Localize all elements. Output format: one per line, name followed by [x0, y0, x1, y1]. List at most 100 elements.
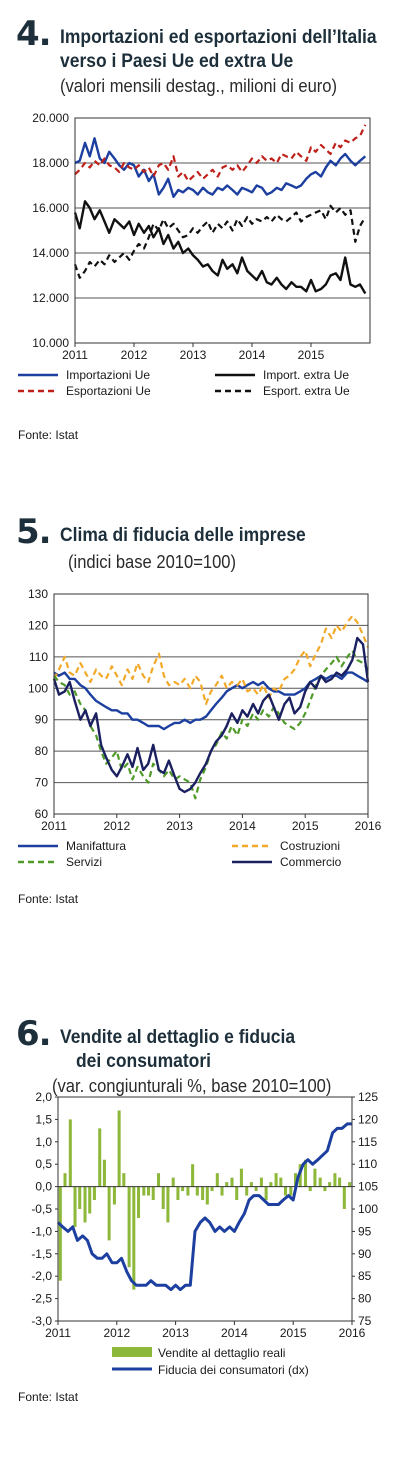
- chart-panel-imports-exports: 4. Importazioni ed esportazioni dell’Ita…: [0, 0, 400, 442]
- retail-bar: [264, 1186, 268, 1201]
- retail-bar: [137, 1186, 141, 1218]
- series-line-2: [53, 649, 369, 800]
- retail-bar: [132, 1186, 136, 1290]
- legend-label: Esport. extra Ue: [263, 384, 350, 398]
- retail-bar: [98, 1128, 102, 1187]
- retail-bar: [254, 1186, 258, 1192]
- retail-bar: [279, 1177, 283, 1187]
- retail-bar: [92, 1186, 96, 1201]
- retail-bar: [308, 1186, 312, 1192]
- retail-bar: [323, 1186, 327, 1192]
- legend-label: Servizi: [66, 855, 102, 869]
- chart-title-line2: verso i Paesi Ue ed extra Ue: [60, 51, 294, 72]
- chart-title-line1: Importazioni ed esportazioni dell’Italia: [60, 27, 377, 48]
- retail-bar: [127, 1186, 131, 1268]
- x-tick-label: 2016: [339, 1326, 366, 1340]
- y-tick-label: 12.000: [32, 291, 69, 305]
- retail-bar: [210, 1186, 214, 1192]
- retail-bar: [83, 1186, 87, 1223]
- x-tick-label: 2013: [180, 348, 207, 362]
- y-tick-label: 0,0: [35, 1180, 52, 1194]
- y-tick-label: 1,5: [35, 1112, 52, 1126]
- retail-bar: [191, 1164, 195, 1187]
- x-tick-label: 2014: [239, 348, 266, 362]
- y2-tick-label: 90: [358, 1247, 372, 1261]
- retail-bar: [215, 1173, 219, 1187]
- retail-bar: [249, 1182, 253, 1187]
- retail-bar: [156, 1173, 161, 1187]
- retail-bar: [239, 1168, 243, 1187]
- retail-bar: [303, 1159, 308, 1187]
- y2-tick-label: 95: [358, 1224, 372, 1238]
- chart-source: Fonte: Istat: [18, 1390, 79, 1404]
- y-tick-label: -0,5: [31, 1202, 52, 1216]
- series-line-1: [53, 614, 370, 706]
- series-line-0: [74, 137, 367, 199]
- x-tick-label: 2013: [162, 1326, 189, 1340]
- series-line-3: [73, 204, 367, 279]
- x-tick-label: 2015: [280, 1326, 307, 1340]
- retail-bar: [171, 1177, 175, 1187]
- chart-plot: 10.000 12.000 14.000 16.000 18.000 20.000 2011…: [18, 111, 371, 398]
- series-line-0: [53, 671, 369, 731]
- retail-bar: [122, 1173, 126, 1187]
- legend-label: Manifattura: [66, 839, 126, 853]
- y-tick-label: 120: [28, 618, 48, 632]
- y-tick-label: 20.000: [32, 111, 69, 125]
- y-tick-label: 16.000: [32, 201, 69, 215]
- retail-bar: [289, 1186, 293, 1196]
- retail-bar: [181, 1186, 185, 1192]
- retail-bar: [142, 1186, 146, 1196]
- retail-bar: [328, 1182, 332, 1187]
- y2-tick-label: 110: [358, 1157, 377, 1171]
- chart-plot: -3,0 -2,5 -2,0 -1,5 -1,0 -0,5 0,0 0,5 1,0 1,5 2,0 7…: [31, 1090, 378, 1377]
- retail-bar: [147, 1186, 151, 1196]
- legend-label: Import. extra Ue: [263, 368, 349, 382]
- retail-bar: [112, 1186, 116, 1205]
- legend-label: Vendite al dettaglio reali: [158, 1346, 285, 1360]
- y-tick-label: 0,5: [35, 1157, 52, 1171]
- y-tick-label: -1,0: [31, 1224, 52, 1238]
- retail-bar: [338, 1177, 342, 1187]
- y2-tick-label: 105: [358, 1180, 378, 1194]
- y2-tick-label: 80: [358, 1292, 372, 1306]
- retail-bar: [220, 1186, 224, 1196]
- retail-bar: [294, 1173, 298, 1187]
- x-tick-label: 2014: [221, 1326, 248, 1340]
- retail-bar: [161, 1186, 165, 1209]
- retail-bar: [117, 1110, 121, 1187]
- chart-panel-business-confidence: 5. Clima di fiducia delle imprese (indic…: [0, 512, 400, 910]
- series-line-3: [52, 636, 370, 794]
- chart-title-line1: Clima di fiducia delle imprese: [60, 525, 306, 546]
- y-tick-label: 100: [28, 681, 48, 695]
- y-tick-label: 110: [29, 650, 48, 664]
- y-tick-label: 18.000: [32, 156, 69, 170]
- series-line-2: [74, 124, 367, 183]
- plot-frame: [57, 1096, 353, 1322]
- y-tick-label: 10.000: [32, 336, 69, 350]
- retail-bar: [245, 1186, 249, 1196]
- retail-bar: [63, 1173, 67, 1187]
- y-tick-label: -3,0: [31, 1314, 52, 1328]
- retail-bar: [195, 1186, 199, 1196]
- x-tick-label: 2016: [355, 819, 382, 833]
- retail-bar: [205, 1186, 209, 1205]
- y-tick-label: 14.000: [32, 246, 69, 260]
- retail-bar: [284, 1186, 288, 1196]
- retail-bar: [318, 1177, 322, 1187]
- retail-bar: [58, 1186, 62, 1281]
- y2-tick-label: 115: [358, 1135, 377, 1149]
- retail-bar: [68, 1119, 72, 1187]
- legend-label: Commercio: [280, 855, 342, 869]
- y-tick-label: 70: [35, 776, 49, 790]
- series-line-1: [73, 200, 367, 295]
- legend-swatch: [112, 1347, 152, 1357]
- retail-bar: [176, 1186, 180, 1201]
- retail-bar: [73, 1186, 77, 1227]
- chart-number: 5.: [16, 512, 52, 552]
- x-tick-label: 2012: [121, 348, 148, 362]
- retail-bar: [313, 1168, 317, 1187]
- x-tick-label: 2015: [292, 819, 319, 833]
- retail-bar: [151, 1186, 155, 1201]
- y-tick-label: 90: [35, 713, 49, 727]
